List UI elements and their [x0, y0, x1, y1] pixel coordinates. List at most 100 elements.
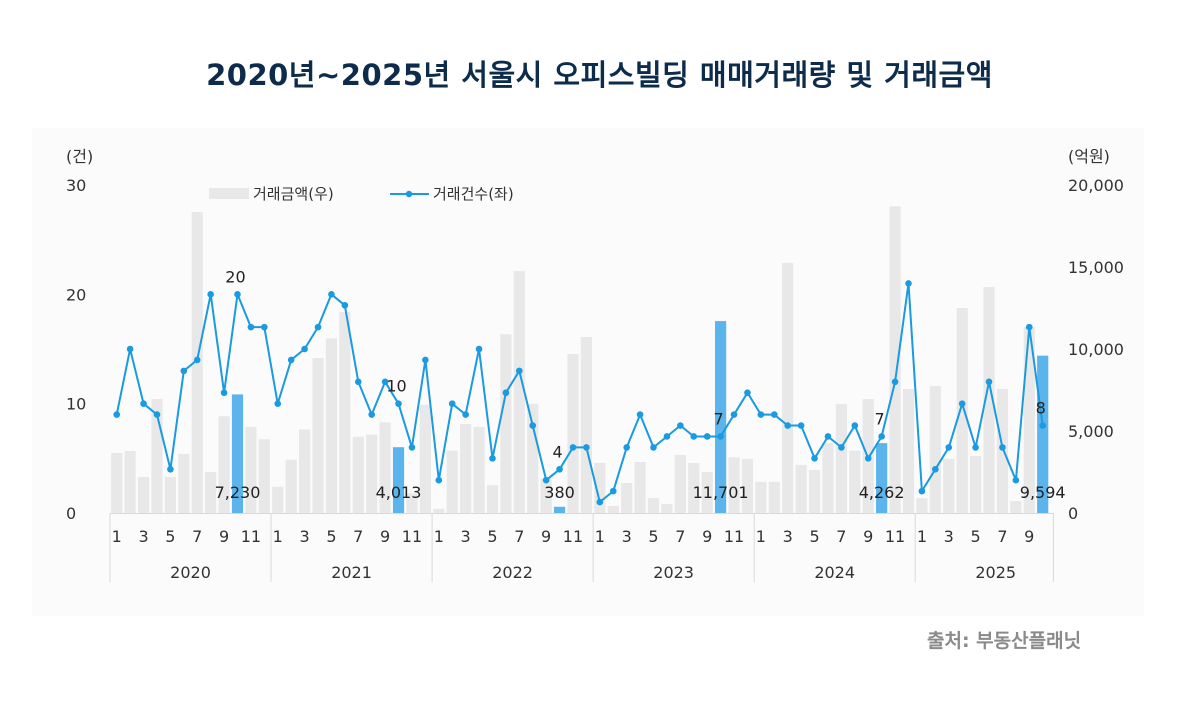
bar — [594, 462, 606, 513]
bar — [151, 399, 163, 513]
bar — [298, 429, 311, 513]
legend-bar-label: 거래금액(우) — [253, 185, 334, 203]
month-tick-label: 7 — [514, 527, 524, 546]
line-point — [905, 280, 912, 287]
line-point — [287, 356, 295, 364]
bar — [795, 464, 807, 513]
line-point — [864, 455, 872, 462]
left-axis-unit: (건) — [66, 147, 93, 166]
bar — [205, 472, 217, 513]
bar — [969, 455, 982, 513]
month-tick-label: 3 — [461, 527, 471, 546]
bar — [956, 308, 968, 513]
bar-highlighted — [553, 506, 566, 513]
bar-highlighted — [1037, 355, 1049, 513]
bar — [889, 206, 901, 513]
right-tick-label: 20,000 — [1068, 176, 1124, 195]
month-tick-label: 9 — [219, 527, 229, 546]
line-point — [113, 411, 121, 418]
month-tick-label: 11 — [241, 527, 261, 546]
amount-data-label: 4,013 — [376, 483, 422, 502]
line-point — [220, 389, 228, 397]
right-tick-label: 15,000 — [1068, 258, 1124, 277]
line-point — [395, 400, 402, 407]
legend-line-marker-icon — [405, 190, 413, 198]
month-tick-label: 3 — [944, 527, 954, 546]
line-point — [636, 411, 644, 418]
bar — [849, 450, 861, 513]
chart-title: 2020년~2025년 서울시 오피스빌딩 매매거래량 및 거래금액 — [206, 58, 993, 92]
bar — [701, 472, 713, 513]
line-point — [516, 367, 523, 375]
line-point — [1012, 476, 1020, 484]
bar — [446, 450, 458, 513]
line-point — [690, 433, 698, 440]
month-tick-label: 3 — [622, 527, 632, 546]
right-axis-unit: (억원) — [1068, 147, 1110, 166]
line-point — [261, 323, 268, 331]
month-tick-label: 1 — [595, 527, 605, 546]
bar — [419, 404, 431, 513]
bar — [902, 389, 915, 513]
line-point — [650, 444, 657, 451]
bar — [567, 353, 579, 513]
bar — [540, 478, 552, 513]
line-point — [744, 389, 751, 397]
bar — [782, 262, 794, 513]
line-point — [368, 411, 375, 418]
year-label: 2020 — [170, 563, 211, 582]
left-tick-label: 0 — [66, 504, 76, 523]
bar — [621, 482, 633, 513]
line-point — [126, 345, 134, 353]
bar — [513, 271, 525, 513]
line-point — [234, 291, 241, 298]
left-tick-label: 20 — [66, 285, 86, 304]
line-point — [663, 433, 671, 440]
bar — [527, 403, 539, 513]
month-tick-label: 3 — [138, 527, 148, 546]
line-point — [972, 444, 979, 451]
bar — [768, 481, 780, 513]
line-point — [958, 400, 966, 407]
bar — [379, 422, 391, 513]
month-tick-label: 11 — [724, 527, 744, 546]
line-point — [448, 400, 456, 407]
bar — [325, 338, 338, 513]
right-tick-label: 10,000 — [1068, 340, 1124, 359]
right-tick-label: 5,000 — [1068, 422, 1114, 441]
line-point — [354, 378, 362, 386]
bar — [460, 423, 472, 513]
bar — [473, 426, 485, 513]
line-point — [502, 389, 510, 397]
bar — [822, 442, 834, 513]
line-point — [811, 455, 818, 462]
line-point — [1039, 422, 1046, 429]
right-tick-label: 0 — [1068, 504, 1078, 523]
line-point — [878, 433, 885, 440]
bar — [634, 461, 646, 513]
line-point — [167, 465, 174, 473]
bar — [647, 498, 660, 513]
month-tick-label: 3 — [299, 527, 309, 546]
line-point — [623, 444, 630, 451]
bar — [272, 486, 284, 513]
line-point — [945, 444, 953, 451]
line-point — [274, 400, 282, 407]
line-point — [838, 444, 845, 451]
line-point — [314, 323, 322, 331]
month-tick-label: 5 — [809, 527, 819, 546]
bar — [1023, 327, 1035, 513]
line-point — [583, 444, 590, 451]
bar — [285, 459, 297, 513]
line-point — [435, 476, 443, 484]
bar — [339, 312, 351, 513]
month-tick-label: 5 — [970, 527, 980, 546]
bar — [943, 458, 955, 513]
bar — [1010, 501, 1022, 513]
left-axis-ticks: 0 10 20 30 — [66, 176, 86, 523]
bar — [245, 426, 257, 513]
year-label: 2022 — [492, 563, 533, 582]
count-data-label: 7 — [875, 409, 885, 428]
line-point — [341, 301, 349, 309]
